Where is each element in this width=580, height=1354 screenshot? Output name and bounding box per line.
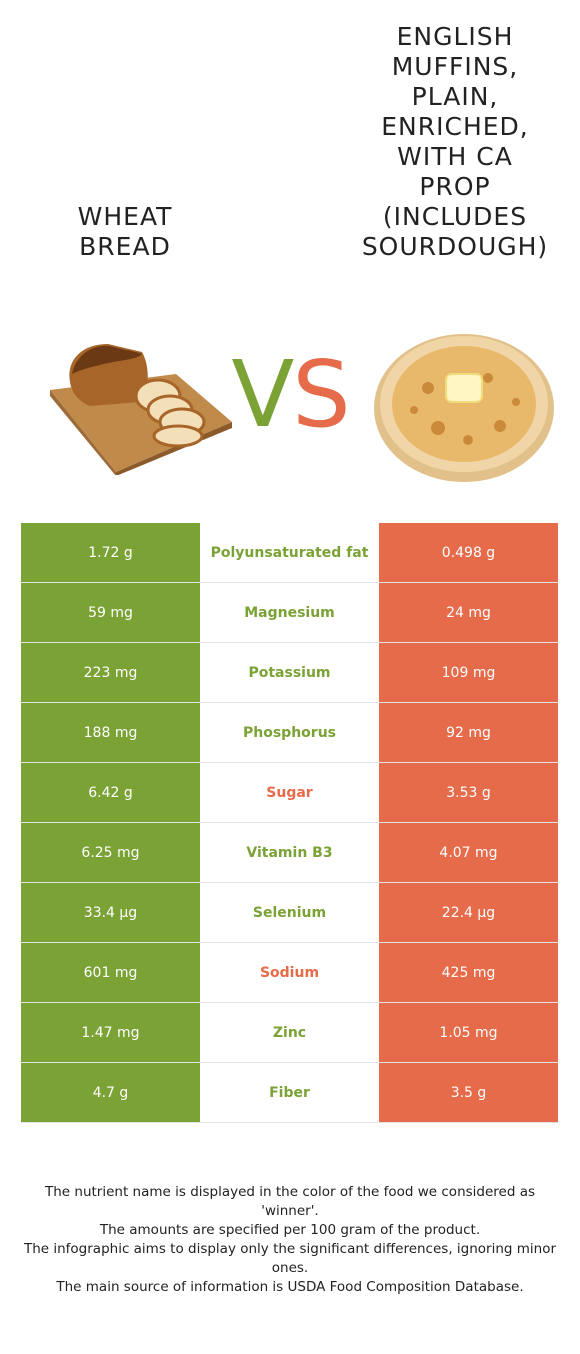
- nutrient-name: Polyunsaturated fat: [200, 523, 379, 582]
- right-value: 3.5 g: [379, 1063, 558, 1122]
- nutrient-name: Selenium: [200, 883, 379, 942]
- footnote-amounts: The amounts are specified per 100 gram o…: [99, 1222, 481, 1238]
- nutrient-name: Zinc: [200, 1003, 379, 1062]
- nutrient-name: Vitamin B3: [200, 823, 379, 882]
- right-value: 425 mg: [379, 943, 558, 1002]
- muffin-image: [368, 318, 560, 486]
- right-value: 24 mg: [379, 583, 558, 642]
- table-row: 59 mg Magnesium 24 mg: [21, 583, 558, 643]
- table-row: 1.72 g Polyunsaturated fat 0.498 g: [21, 523, 558, 583]
- right-value: 22.4 µg: [379, 883, 558, 942]
- left-value: 188 mg: [21, 703, 200, 762]
- right-value: 0.498 g: [379, 523, 558, 582]
- nutrient-name: Sodium: [200, 943, 379, 1002]
- right-food-title: ENGLISH MUFFINS, PLAIN, ENRICHED, WITH C…: [361, 22, 549, 261]
- left-value: 1.47 mg: [21, 1003, 200, 1062]
- left-value: 223 mg: [21, 643, 200, 702]
- left-value: 33.4 µg: [21, 883, 200, 942]
- nutrient-name: Magnesium: [200, 583, 379, 642]
- nutrient-name: Phosphorus: [200, 703, 379, 762]
- table-row: 33.4 µg Selenium 22.4 µg: [21, 883, 558, 943]
- table-row: 601 mg Sodium 425 mg: [21, 943, 558, 1003]
- footnote-aims: The infographic aims to display only the…: [23, 1241, 557, 1276]
- footnote-source: The main source of information is USDA F…: [56, 1279, 524, 1295]
- vs-mark: VS: [222, 345, 358, 445]
- bread-image: [46, 330, 236, 476]
- nutrient-name: Fiber: [200, 1063, 379, 1122]
- left-value: 601 mg: [21, 943, 200, 1002]
- table-row: 223 mg Potassium 109 mg: [21, 643, 558, 703]
- comparison-table: 1.72 g Polyunsaturated fat 0.498 g 59 mg Mag…: [21, 523, 558, 1123]
- vs-letter-s: S: [292, 341, 350, 448]
- right-value: 92 mg: [379, 703, 558, 762]
- nutrient-name: Potassium: [200, 643, 379, 702]
- nutrient-name: Sugar: [200, 763, 379, 822]
- table-row: 6.42 g Sugar 3.53 g: [21, 763, 558, 823]
- left-value: 6.42 g: [21, 763, 200, 822]
- right-value: 3.53 g: [379, 763, 558, 822]
- right-value: 4.07 mg: [379, 823, 558, 882]
- left-value: 4.7 g: [21, 1063, 200, 1122]
- footnotes: The nutrient name is displayed in the co…: [16, 1183, 564, 1297]
- table-row: 1.47 mg Zinc 1.05 mg: [21, 1003, 558, 1063]
- table-row: 6.25 mg Vitamin B3 4.07 mg: [21, 823, 558, 883]
- table-row: 188 mg Phosphorus 92 mg: [21, 703, 558, 763]
- left-value: 6.25 mg: [21, 823, 200, 882]
- left-food-title: WHEAT BREAD: [77, 202, 173, 261]
- left-value: 59 mg: [21, 583, 200, 642]
- table-row: 4.7 g Fiber 3.5 g: [21, 1063, 558, 1123]
- right-value: 1.05 mg: [379, 1003, 558, 1062]
- vs-letter-v: V: [231, 341, 294, 448]
- footnote-winner: The nutrient name is displayed in the co…: [44, 1184, 536, 1219]
- left-value: 1.72 g: [21, 523, 200, 582]
- right-value: 109 mg: [379, 643, 558, 702]
